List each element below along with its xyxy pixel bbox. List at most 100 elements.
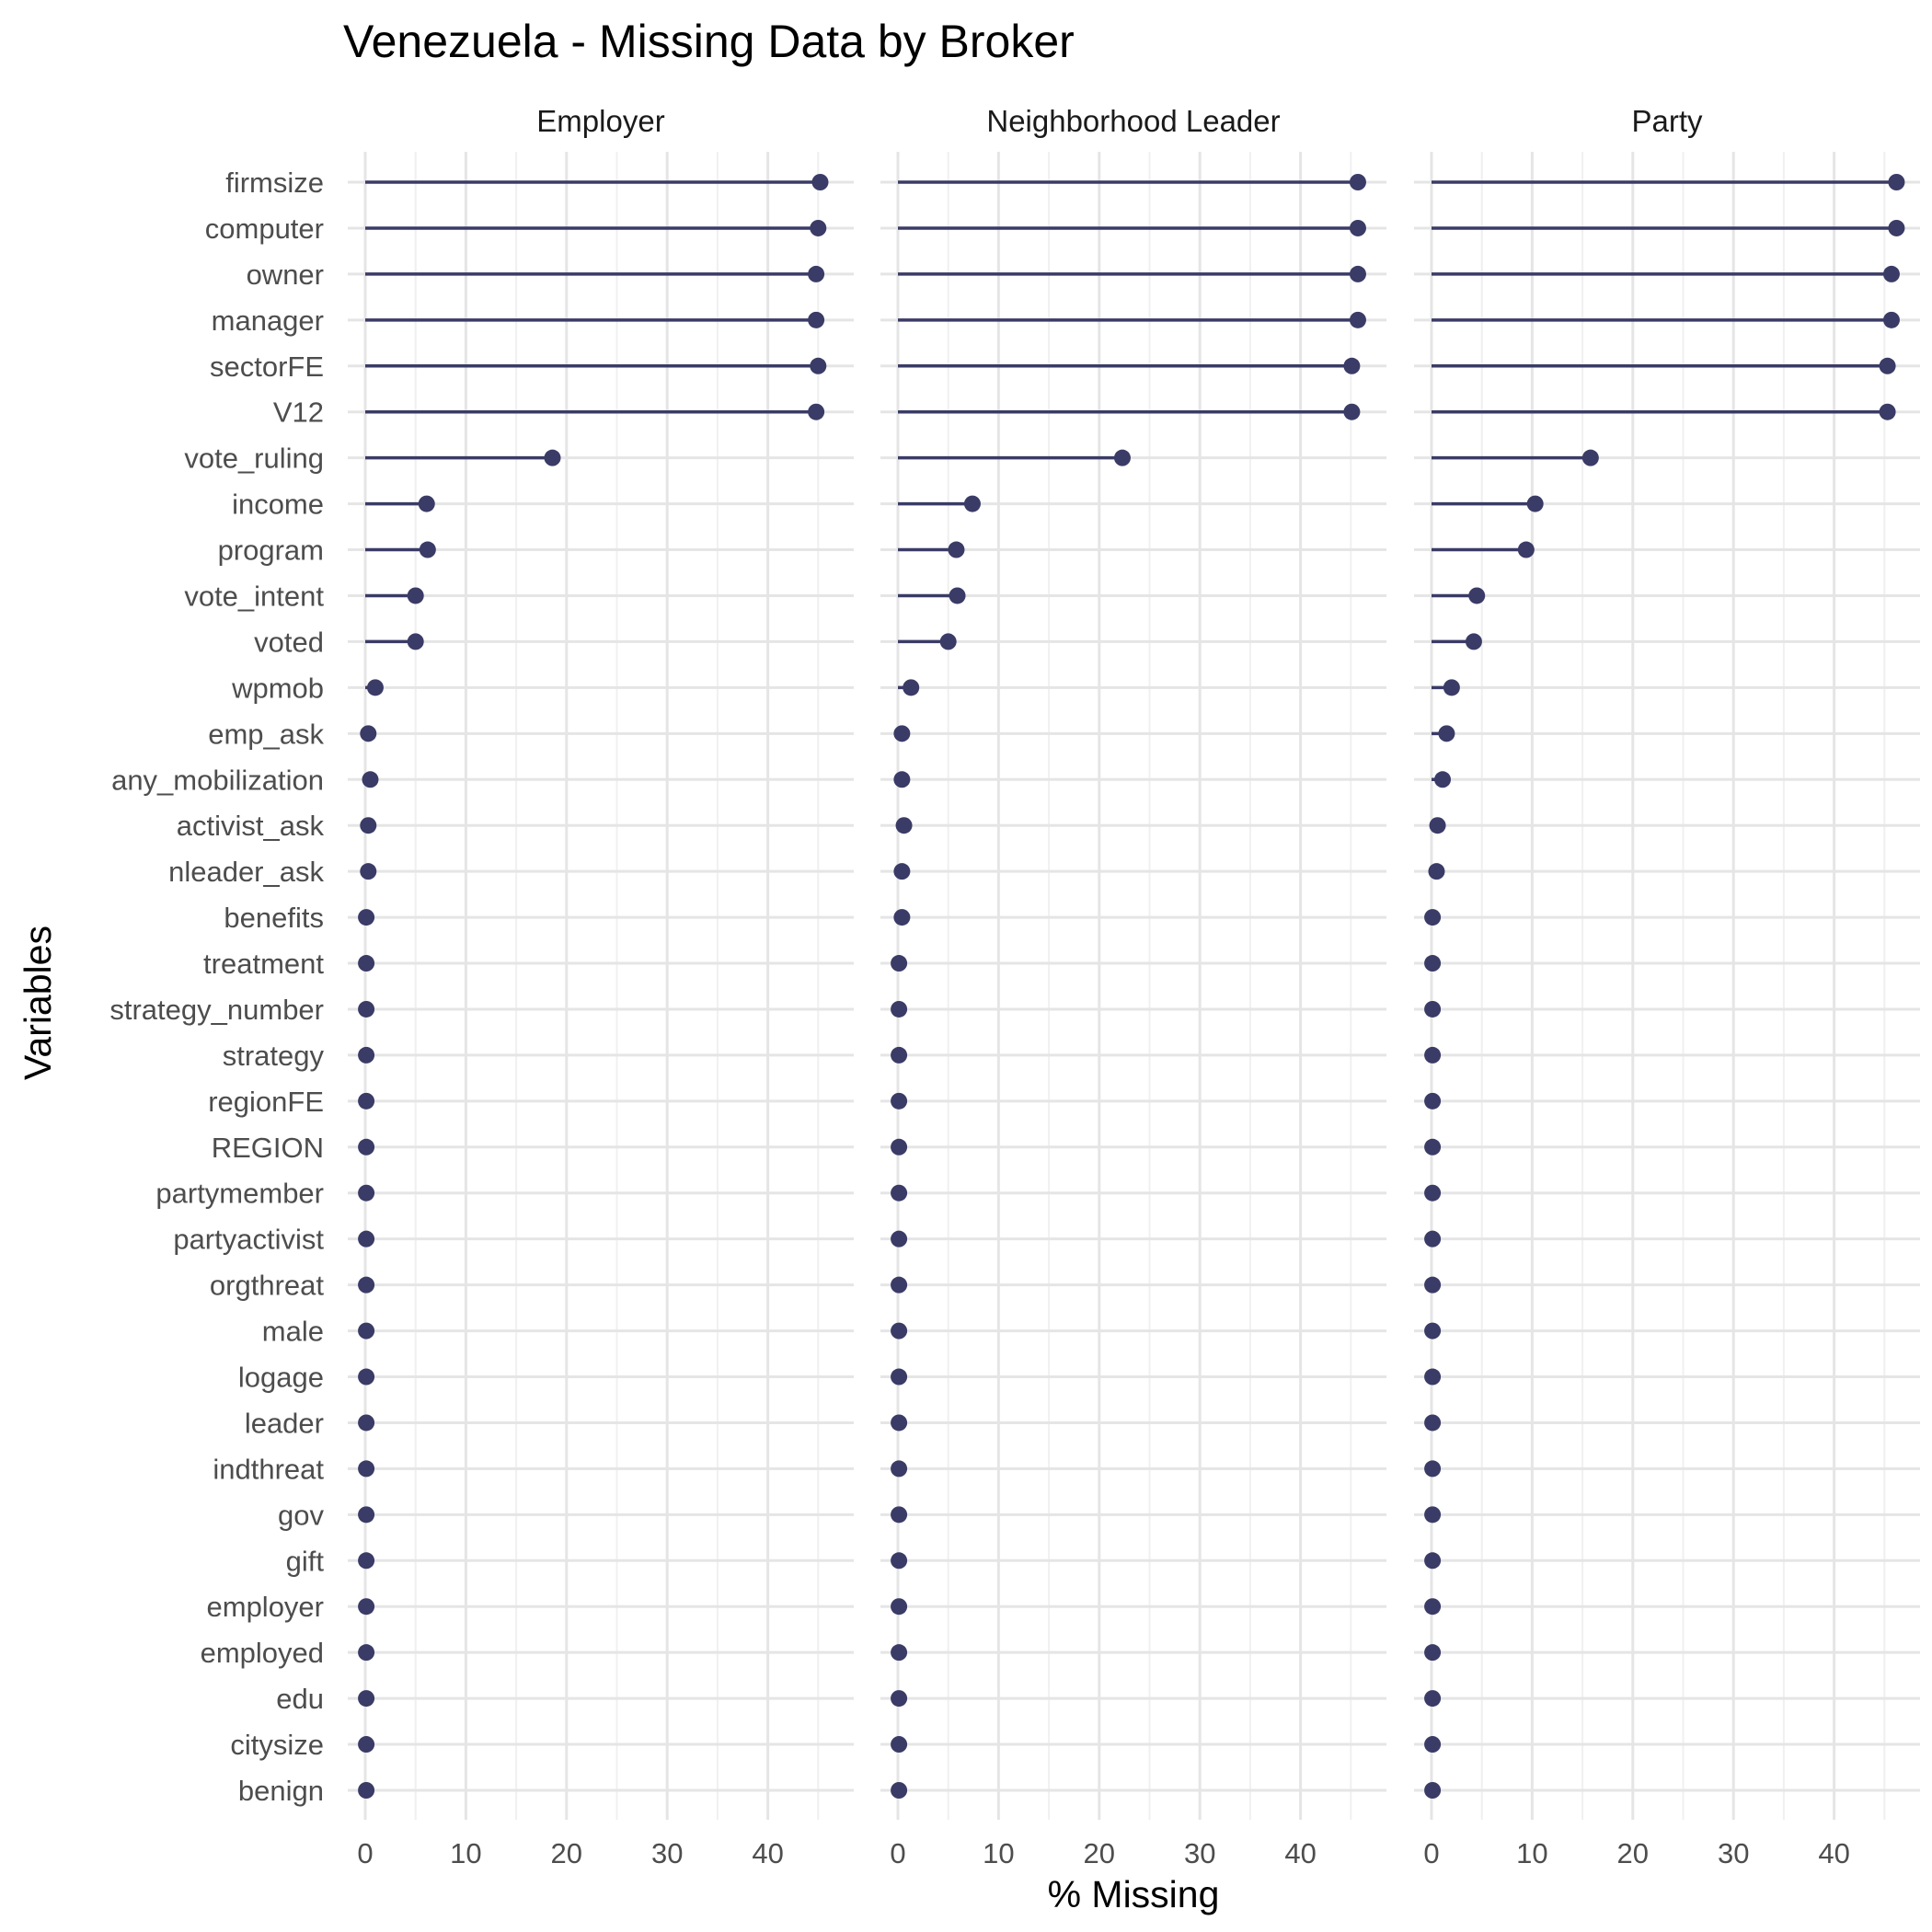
x-tick-label: 20 bbox=[1617, 1837, 1649, 1869]
lollipop-point bbox=[1581, 449, 1599, 466]
lollipop-point bbox=[1517, 541, 1535, 558]
lollipop-point bbox=[891, 1322, 908, 1340]
y-tick-label: voted bbox=[254, 626, 324, 658]
lollipop-point bbox=[891, 1276, 908, 1294]
lollipop-point bbox=[358, 1598, 375, 1616]
y-tick-label: V12 bbox=[273, 397, 324, 429]
facet-strip-label: Party bbox=[1631, 104, 1703, 138]
lollipop-point bbox=[891, 955, 908, 972]
lollipop-point bbox=[1424, 1138, 1442, 1156]
lollipop-point bbox=[1424, 1184, 1442, 1202]
lollipop-point bbox=[891, 1184, 908, 1202]
lollipop-point bbox=[358, 1368, 375, 1386]
lollipop-point bbox=[891, 1506, 908, 1524]
y-tick-label: program bbox=[218, 535, 324, 567]
y-tick-label: partyactivist bbox=[173, 1224, 324, 1256]
lollipop-point bbox=[939, 633, 957, 650]
x-tick-label: 0 bbox=[1423, 1837, 1439, 1869]
lollipop-point bbox=[1349, 265, 1366, 282]
lollipop-point bbox=[893, 863, 911, 880]
lollipop-point bbox=[1438, 725, 1455, 742]
lollipop-point bbox=[891, 1782, 908, 1799]
y-tick-label: indthreat bbox=[213, 1453, 324, 1485]
lollipop-point bbox=[1424, 955, 1442, 972]
x-tick-label: 0 bbox=[357, 1837, 373, 1869]
y-tick-label: vote_ruling bbox=[184, 443, 324, 475]
y-tick-label: wpmob bbox=[231, 672, 324, 704]
x-tick-label: 10 bbox=[983, 1837, 1014, 1869]
lollipop-point bbox=[891, 1598, 908, 1616]
lollipop-point bbox=[810, 219, 827, 236]
panel-neighborhood-leader: Neighborhood Leader 0 10 20 30 40 bbox=[880, 104, 1386, 1869]
lollipop-point bbox=[1428, 863, 1445, 880]
lollipop-point bbox=[1465, 633, 1482, 650]
x-tick-label: 0 bbox=[890, 1837, 905, 1869]
lollipop-point bbox=[1879, 357, 1896, 374]
lollipop-point bbox=[360, 725, 377, 742]
lollipop-point bbox=[407, 587, 424, 604]
lollipop-point bbox=[903, 679, 920, 696]
lollipop-point bbox=[358, 1092, 375, 1110]
lollipop-point bbox=[1882, 311, 1900, 328]
lollipop-point bbox=[358, 1736, 375, 1754]
lollipop-point bbox=[1343, 403, 1361, 420]
lollipop-point bbox=[1424, 1736, 1442, 1754]
lollipop-point bbox=[1424, 1368, 1442, 1386]
lollipop-point bbox=[366, 679, 384, 696]
lollipop-point bbox=[358, 1276, 375, 1294]
x-tick-label: 10 bbox=[450, 1837, 481, 1869]
lollipop-point bbox=[1349, 311, 1366, 328]
y-tick-label: nleader_ask bbox=[168, 856, 324, 888]
y-tick-label: firmsize bbox=[225, 167, 324, 199]
lollipop-point bbox=[1424, 1092, 1442, 1110]
y-tick-label: gift bbox=[286, 1545, 325, 1577]
lollipop-point bbox=[1424, 1782, 1442, 1799]
y-tick-label: edu bbox=[276, 1683, 324, 1715]
y-axis-title: Variables bbox=[17, 926, 59, 1080]
lollipop-point bbox=[358, 1184, 375, 1202]
lollipop-point bbox=[1443, 679, 1460, 696]
lollipop-point bbox=[891, 1460, 908, 1478]
lollipop-point bbox=[419, 541, 436, 558]
lollipop-point bbox=[891, 1368, 908, 1386]
y-tick-label: citysize bbox=[230, 1729, 324, 1761]
lollipop-point bbox=[1343, 357, 1361, 374]
lollipop-point bbox=[1424, 1322, 1442, 1340]
y-tick-label: employer bbox=[207, 1591, 325, 1623]
y-tick-label: computer bbox=[205, 213, 324, 245]
lollipop-point bbox=[1882, 265, 1900, 282]
x-tick-label: 20 bbox=[1084, 1837, 1115, 1869]
lollipop-point bbox=[358, 1046, 375, 1064]
lollipop-point bbox=[1113, 449, 1131, 466]
x-tick-label: 30 bbox=[1718, 1837, 1749, 1869]
y-tick-label: employed bbox=[201, 1637, 324, 1669]
y-tick-label: treatment bbox=[203, 948, 324, 980]
y-tick-label: male bbox=[262, 1316, 324, 1348]
lollipop-point bbox=[895, 817, 913, 834]
y-tick-label: benign bbox=[238, 1775, 324, 1807]
lollipop-point bbox=[891, 1552, 908, 1570]
lollipop-point bbox=[891, 1092, 908, 1110]
lollipop-point bbox=[544, 449, 561, 466]
y-tick-label: owner bbox=[247, 259, 324, 291]
lollipop-point bbox=[1424, 1644, 1442, 1662]
y-tick-label: REGION bbox=[212, 1132, 324, 1164]
lollipop-point bbox=[1429, 817, 1446, 834]
y-tick-label: any_mobilization bbox=[111, 764, 324, 796]
y-tick-label: manager bbox=[212, 305, 324, 337]
lollipop-point bbox=[891, 1736, 908, 1754]
lollipop-point bbox=[1424, 1276, 1442, 1294]
y-tick-label: strategy_number bbox=[109, 994, 324, 1026]
lollipop-point bbox=[948, 541, 965, 558]
lollipop-point bbox=[1424, 1000, 1442, 1018]
lollipop-point bbox=[808, 403, 825, 420]
panel-employer: Employer 0 10 20 30 40 bbox=[348, 104, 854, 1869]
lollipop-point bbox=[891, 1138, 908, 1156]
lollipop-point bbox=[811, 174, 829, 190]
lollipop-point bbox=[891, 1690, 908, 1708]
lollipop-point bbox=[360, 817, 377, 834]
lollipop-point bbox=[1349, 174, 1366, 190]
y-tick-label: emp_ask bbox=[208, 718, 324, 750]
y-tick-label: leader bbox=[245, 1407, 324, 1439]
x-tick-label: 10 bbox=[1516, 1837, 1547, 1869]
